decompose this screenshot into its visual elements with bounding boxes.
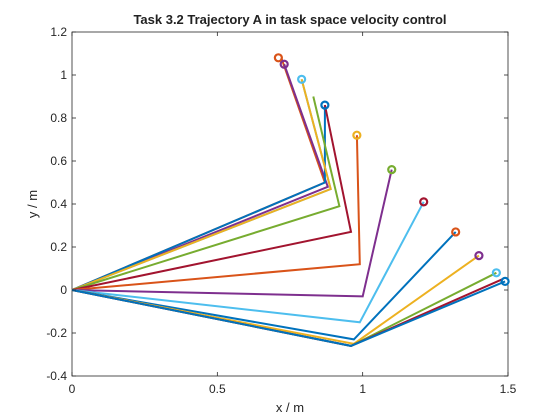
y-tick-label: 1.2 xyxy=(50,25,67,39)
arm-line xyxy=(71,104,353,291)
plot-area xyxy=(71,53,510,347)
y-tick-label: 0.2 xyxy=(50,240,67,254)
end-effector-marker xyxy=(387,165,397,175)
y-tick-label: 0.4 xyxy=(50,197,67,211)
arm-line xyxy=(71,169,393,298)
y-tick-label: 0.8 xyxy=(50,111,67,125)
ticks-layer: 0 0.5 1 1.5 -0.4 -0.2 0 0.2 0.4 0.6 0.8 1 1.2 xyxy=(46,25,516,396)
y-tick-label: -0.2 xyxy=(46,326,67,340)
x-tick-label: 0 xyxy=(69,382,76,396)
y-axis-label: y / m xyxy=(25,190,40,218)
y-tick-label: 1 xyxy=(60,68,67,82)
end-effector-marker xyxy=(474,251,484,261)
chart-title: Task 3.2 Trajectory A in task space velo… xyxy=(133,12,446,27)
arm-line xyxy=(71,63,330,291)
end-effector-marker xyxy=(451,227,461,237)
arm-line xyxy=(71,135,361,291)
arm-line xyxy=(71,79,332,291)
end-effector-marker xyxy=(419,197,429,207)
arm-line xyxy=(71,105,326,291)
end-effector-marker xyxy=(500,276,510,286)
y-tick-label: -0.4 xyxy=(46,369,67,383)
x-tick-label: 0.5 xyxy=(209,382,226,396)
x-tick-label: 1.5 xyxy=(500,382,517,396)
end-effector-marker xyxy=(297,74,307,84)
end-effector-marker xyxy=(279,59,289,69)
arm-line xyxy=(71,201,425,324)
end-effector-marker xyxy=(320,100,330,110)
x-tick-label: 1 xyxy=(359,382,366,396)
y-tick-label: 0 xyxy=(60,283,67,297)
arm-line xyxy=(71,231,457,341)
arm-line xyxy=(71,96,341,291)
end-effector-marker xyxy=(273,53,283,63)
end-effector-marker xyxy=(491,268,501,278)
y-tick-label: 0.6 xyxy=(50,154,67,168)
end-effector-marker xyxy=(352,130,362,140)
arm-line xyxy=(71,280,506,347)
x-axis-label: x / m xyxy=(276,400,304,415)
